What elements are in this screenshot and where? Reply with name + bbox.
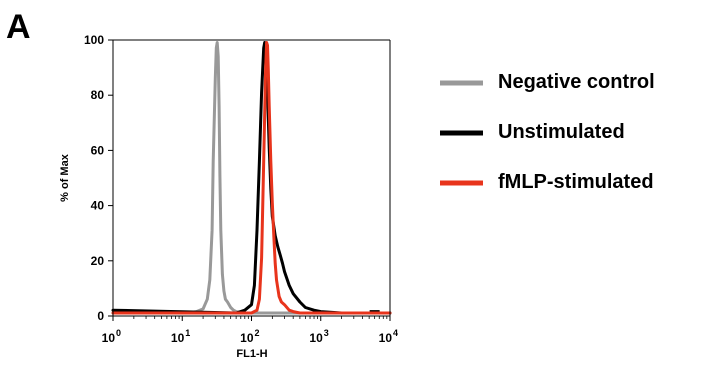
y-tick-label: 80 [91, 88, 105, 102]
x-tick-base: 10 [309, 331, 323, 345]
series-line-unstimulated [111, 41, 392, 315]
x-tick-base: 10 [379, 331, 393, 345]
y-tick-label: 20 [91, 254, 105, 268]
series-layer [111, 41, 392, 315]
x-tick-exponent: 1 [185, 328, 190, 338]
x-tick-label: 10 [240, 331, 254, 345]
x-tick-exponent: 2 [255, 328, 260, 338]
series-line-fmlp-stimulated [111, 41, 392, 315]
y-axis-ticks: 0 20 40 60 80 100 [84, 33, 113, 323]
x-tick-base: 10 [102, 331, 116, 345]
legend-label: Negative control [498, 71, 655, 93]
panel-label: A [6, 8, 31, 46]
x-tick-label: 10 [379, 331, 393, 345]
x-axis-ticks: 10 0 10 1 10 2 10 3 10 4 [102, 316, 398, 345]
y-tick-label: 40 [91, 199, 105, 213]
x-tick-exponent: 3 [324, 328, 329, 338]
y-axis-title: % of Max [59, 153, 71, 202]
x-axis-title: FL1-H [236, 348, 267, 360]
y-tick-label: 100 [84, 33, 104, 47]
y-tick-label: 60 [91, 143, 105, 157]
x-tick-base: 10 [171, 331, 185, 345]
legend-label: fMLP-stimulated [498, 171, 654, 193]
x-tick-label: 10 [309, 331, 323, 345]
x-tick-label: 10 [102, 331, 116, 345]
x-tick-base: 10 [240, 331, 254, 345]
y-tick-label: 0 [97, 309, 104, 323]
legend-label: Unstimulated [498, 121, 625, 143]
x-tick-exponent: 4 [393, 328, 398, 338]
x-tick-label: 10 [171, 331, 185, 345]
x-tick-exponent: 0 [116, 328, 121, 338]
legend: Negative control Unstimulated fMLP-stimula… [440, 71, 655, 193]
series-line-negative-control [111, 41, 392, 315]
